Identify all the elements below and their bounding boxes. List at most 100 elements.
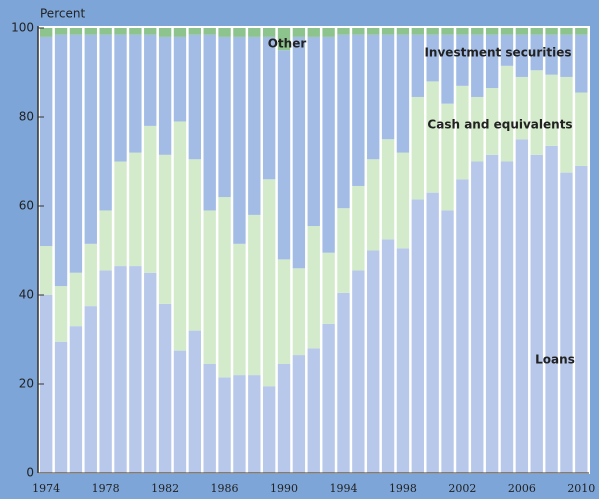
y-tick-label: 20 (19, 377, 34, 391)
bar-segment (471, 28, 484, 35)
bar-segment (40, 36, 53, 247)
bar-segment (381, 28, 395, 35)
x-tick-label: 1990 (270, 482, 298, 495)
series-label: Other (268, 37, 307, 51)
bar-segment (352, 185, 365, 271)
bar-segment (262, 386, 276, 473)
bar-segment (114, 34, 127, 162)
bar-segment (99, 210, 112, 271)
bar-segment (158, 154, 172, 304)
bar-segment (292, 268, 306, 356)
bar-segment (129, 266, 142, 473)
bar-segment (54, 341, 68, 473)
bar-segment (381, 34, 395, 140)
bar-segment (188, 330, 202, 473)
bar-segment (203, 210, 216, 364)
bar-segment (485, 154, 499, 473)
bar-segment (352, 34, 365, 186)
bar-segment (144, 34, 157, 126)
bar-segment (530, 34, 543, 71)
bar-segment (40, 28, 53, 37)
bar-segment (485, 34, 499, 89)
bar-segment (456, 85, 469, 180)
bar-segment (158, 303, 172, 473)
bar-segment (560, 34, 573, 77)
bar-segment (262, 179, 276, 387)
bar-segment (218, 28, 231, 37)
bar-segment (69, 326, 83, 473)
bar-segment (560, 28, 573, 35)
bar-segment (337, 28, 350, 35)
y-tick-label: 40 (19, 288, 34, 302)
bar-segment (456, 34, 469, 86)
bar-segment (173, 121, 187, 351)
x-tick-label: 1982 (151, 482, 179, 495)
bar-segment (322, 36, 335, 253)
bar-segment (575, 28, 588, 35)
bar-segment (233, 243, 246, 376)
bar-segment (471, 161, 484, 473)
bar-segment (129, 34, 142, 153)
bar-segment (367, 34, 380, 160)
bar-segment (173, 28, 187, 37)
y-tick-label: 80 (19, 110, 34, 124)
bar-segment (441, 210, 454, 473)
bar-segment (248, 375, 261, 473)
bar-segment (426, 192, 439, 473)
x-tick-label: 2010 (567, 482, 595, 495)
bar-segment (40, 295, 53, 473)
y-tick-label: 100 (11, 21, 34, 35)
bar-segment (203, 28, 216, 35)
x-tick-label: 1998 (389, 482, 417, 495)
bar-segment (188, 34, 202, 160)
bar-segment (277, 50, 291, 260)
bar-segment (456, 179, 469, 474)
bar-segment (352, 28, 365, 35)
bar-segment (114, 161, 127, 267)
bar-segment (158, 28, 172, 37)
bar-segment (367, 250, 380, 473)
bar-segment (144, 272, 157, 473)
bar-segment (381, 139, 395, 240)
bar-segment (337, 208, 350, 293)
bar-segment (411, 96, 424, 200)
bar-segment (262, 36, 276, 180)
bar-segment (515, 28, 529, 35)
bar-segment (337, 292, 350, 473)
bar-segment (396, 152, 410, 249)
x-tick-label: 2002 (448, 482, 476, 495)
bar-segment (69, 28, 83, 35)
bar-segment (69, 272, 83, 327)
bar-segment (530, 70, 543, 155)
bar-segment (396, 34, 410, 153)
bar-segment (248, 214, 261, 376)
y-tick-label: 0 (26, 466, 34, 480)
bar-segment (575, 34, 588, 93)
bar-segment (396, 28, 410, 35)
bar-segment (84, 306, 97, 473)
bar-segment (411, 199, 424, 473)
series-label: Cash and equivalents (427, 118, 572, 132)
bar-segment (500, 28, 514, 35)
bar-segment (173, 36, 187, 122)
bar-segment (218, 197, 231, 378)
x-tick-label: 1978 (92, 482, 120, 495)
bar-segment (560, 76, 573, 173)
x-tick-label: 1994 (329, 482, 357, 495)
bar-segment (545, 74, 558, 146)
bar-segment (530, 154, 543, 473)
bar-segment (277, 363, 291, 473)
bar-segment (500, 34, 514, 66)
bar-segment (441, 103, 454, 211)
bar-segment (158, 36, 172, 155)
x-tick-label: 2006 (508, 482, 536, 495)
bar-segment (471, 96, 484, 162)
bar-segment (500, 161, 514, 473)
bar-segment (456, 28, 469, 35)
bar-segment (545, 34, 558, 75)
bar-segment (173, 350, 187, 473)
bar-segment (441, 34, 454, 104)
bar-segment (218, 377, 231, 473)
bar-segment (426, 28, 439, 35)
bar-segment (84, 243, 97, 307)
